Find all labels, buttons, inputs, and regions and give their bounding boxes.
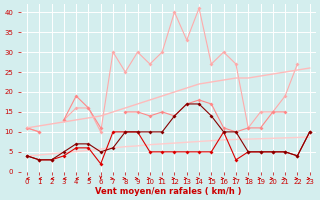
X-axis label: Vent moyen/en rafales ( km/h ): Vent moyen/en rafales ( km/h ): [95, 187, 242, 196]
